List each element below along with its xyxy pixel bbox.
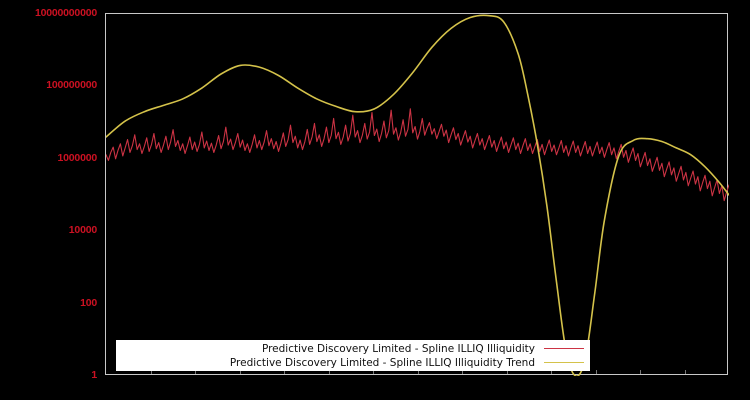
x-tick-mark [195, 370, 196, 374]
x-tick-mark [640, 370, 641, 374]
x-tick-mark [551, 370, 552, 374]
y-tick-label-1000000: 1000000 [57, 151, 98, 164]
x-tick-mark [240, 370, 241, 374]
x-tick-mark [507, 370, 508, 374]
x-tick-mark [373, 370, 374, 374]
y-tick-label-10000: 10000 [68, 224, 97, 237]
x-tick-mark [685, 370, 686, 374]
x-tick-mark [284, 370, 285, 374]
series-line-illiquidity [106, 108, 729, 202]
y-tick-label-100000000: 100000000 [46, 79, 97, 92]
legend-label-illiquidity-trend: Predictive Discovery Limited - Spline IL… [229, 356, 535, 369]
series-line-illiquidity-trend [106, 14, 729, 376]
chart-svg [106, 14, 729, 376]
y-tick-label-100: 100 [80, 296, 97, 309]
plot-area [105, 13, 729, 376]
x-tick-mark [329, 370, 330, 374]
legend-label-illiquidity: Predictive Discovery Limited - Spline IL… [261, 342, 535, 355]
legend-item-illiquidity-trend[interactable]: Predictive Discovery Limited - Spline IL… [116, 356, 584, 370]
legend-item-illiquidity[interactable]: Predictive Discovery Limited - Spline IL… [116, 342, 584, 356]
legend-swatch-illiquidity-trend [544, 362, 584, 363]
x-tick-mark [418, 370, 419, 374]
y-axis: 1 100 10000 1000000 100000000 10000000000 [0, 0, 105, 400]
x-tick-mark [596, 370, 597, 374]
legend-swatch-illiquidity [544, 348, 584, 349]
chart-legend: Predictive Discovery Limited - Spline IL… [116, 340, 590, 371]
x-tick-mark [151, 370, 152, 374]
x-tick-mark [462, 370, 463, 374]
y-tick-label-10000000000: 10000000000 [34, 7, 97, 19]
y-tick-label-1: 1 [91, 369, 97, 381]
